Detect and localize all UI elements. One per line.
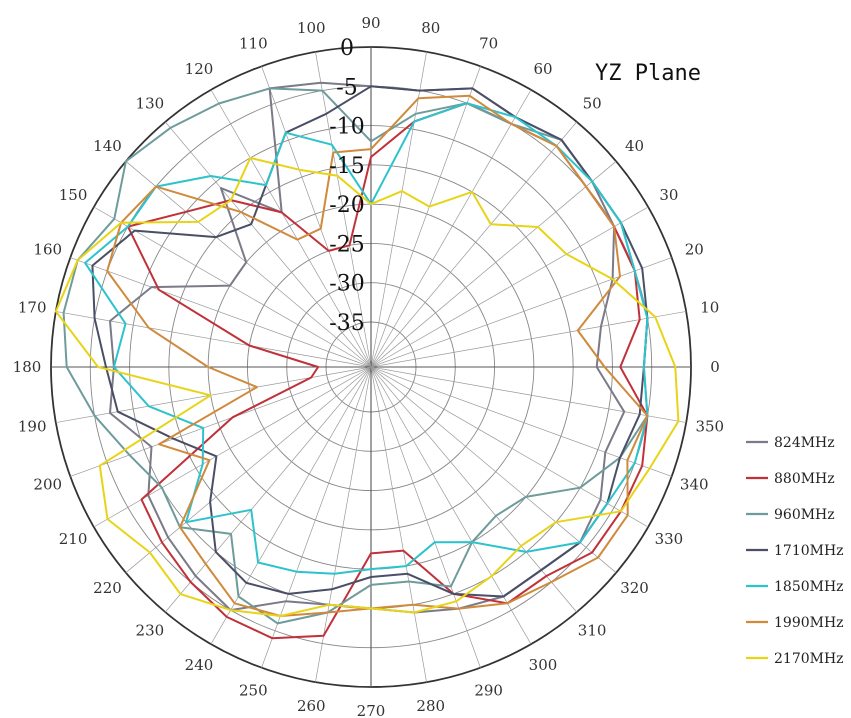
angle-tick-label: 320 bbox=[620, 579, 649, 597]
legend-label: 1710MHz bbox=[774, 543, 844, 559]
legend-label: 880MHz bbox=[774, 471, 835, 487]
grid-spoke bbox=[55, 311, 372, 368]
angle-tick-label: 180 bbox=[13, 358, 42, 376]
grid-spoke bbox=[261, 366, 372, 668]
legend: 824MHz 880MHz 960MHz 1710MHz 1850MHz 1990MHz 2… bbox=[746, 435, 844, 667]
angle-tick-label: 20 bbox=[685, 240, 704, 258]
angle-tick-label: 80 bbox=[421, 19, 440, 37]
angle-tick-label: 70 bbox=[479, 35, 498, 53]
angle-tick-label: 290 bbox=[474, 681, 503, 699]
angle-tick-label: 280 bbox=[416, 697, 445, 715]
angle-tick-label: 340 bbox=[680, 476, 709, 494]
series-line-2170mhz bbox=[54, 156, 680, 617]
grid-spoke bbox=[370, 366, 481, 668]
grid-spoke bbox=[370, 161, 617, 368]
angle-tick-label: 220 bbox=[93, 579, 122, 597]
radial-tick-label: -15 bbox=[329, 154, 364, 179]
legend-label: 1850MHz bbox=[774, 579, 844, 595]
grid-spoke bbox=[93, 206, 372, 368]
angle-tick-label: 300 bbox=[529, 656, 558, 674]
angle-tick-label: 120 bbox=[185, 60, 214, 78]
angle-tick-label: 160 bbox=[33, 240, 62, 258]
series-line-880mhz bbox=[126, 102, 649, 640]
angle-tick-label: 30 bbox=[659, 186, 678, 204]
radial-tick-label: -10 bbox=[329, 115, 364, 140]
radial-tick-label: -30 bbox=[329, 272, 364, 297]
angle-tick-label: 310 bbox=[578, 622, 607, 640]
angle-tick-label: 140 bbox=[93, 137, 122, 155]
grid-spoke bbox=[70, 257, 372, 368]
angle-tick-label: 40 bbox=[625, 137, 644, 155]
angle-tick-label: 330 bbox=[655, 530, 684, 548]
series-line-824mhz bbox=[109, 81, 626, 614]
legend-label: 824MHz bbox=[774, 435, 835, 451]
legend-label: 960MHz bbox=[774, 507, 835, 523]
grid-spoke bbox=[370, 51, 427, 368]
angle-tick-label: 60 bbox=[533, 60, 552, 78]
grid-spoke bbox=[370, 366, 617, 573]
angle-tick-label: 200 bbox=[33, 476, 62, 494]
angle-tick-label: 0 bbox=[710, 358, 720, 376]
grid-spoke bbox=[210, 366, 372, 645]
angle-tick-label: 350 bbox=[695, 418, 724, 436]
grid-spoke bbox=[370, 366, 687, 423]
angle-tick-label: 240 bbox=[185, 656, 214, 674]
angle-tick-label: 90 bbox=[361, 14, 380, 32]
grid-spoke bbox=[261, 66, 372, 368]
grid-spoke bbox=[370, 366, 577, 613]
radial-tick-label: -25 bbox=[329, 232, 364, 257]
angle-tick-label: 110 bbox=[239, 35, 268, 53]
grid-spoke bbox=[165, 121, 372, 368]
legend-label: 1990MHz bbox=[774, 615, 844, 631]
angle-tick-label: 50 bbox=[583, 94, 602, 112]
series-line-1990mhz bbox=[106, 94, 649, 617]
angle-tick-label: 10 bbox=[700, 298, 719, 316]
radial-tick-label: -35 bbox=[329, 311, 364, 336]
series-line-1850mhz bbox=[84, 102, 649, 575]
grid-spoke bbox=[370, 121, 577, 368]
angle-tick-label: 210 bbox=[59, 530, 88, 548]
grid-spoke bbox=[370, 366, 649, 528]
grid-spoke bbox=[370, 366, 672, 477]
grid-spoke bbox=[55, 366, 372, 423]
grid-spoke bbox=[210, 89, 372, 368]
grid-spoke bbox=[370, 366, 532, 645]
angle-tick-label: 100 bbox=[297, 19, 326, 37]
grid-spoke bbox=[93, 366, 372, 528]
grid-spoke bbox=[370, 89, 532, 368]
angle-tick-label: 190 bbox=[18, 418, 47, 436]
radial-tick-label: -20 bbox=[329, 193, 364, 218]
grid-spoke bbox=[315, 51, 372, 368]
grid-spoke bbox=[315, 366, 372, 683]
legend-label: 2170MHz bbox=[774, 651, 844, 667]
angle-tick-label: 150 bbox=[59, 186, 88, 204]
radial-tick-labels: 0 -5 -10 -15 -20 -25 -30 -35 bbox=[329, 36, 364, 336]
grid-spoke bbox=[125, 366, 372, 573]
grid-spoke bbox=[370, 66, 481, 368]
angle-tick-label: 270 bbox=[357, 702, 386, 718]
grid-spoke bbox=[165, 366, 372, 613]
grid-spoke bbox=[370, 257, 672, 368]
grid-spoke bbox=[370, 311, 687, 368]
grid-spoke bbox=[370, 206, 649, 368]
chart-title: YZ Plane bbox=[595, 61, 701, 86]
angle-tick-label: 250 bbox=[239, 681, 268, 699]
grid-spoke bbox=[125, 161, 372, 368]
series-layer bbox=[54, 81, 680, 640]
polar-grid bbox=[50, 46, 692, 688]
radial-tick-label: 0 bbox=[340, 36, 354, 61]
angle-tick-label: 170 bbox=[18, 298, 47, 316]
angle-tick-label: 130 bbox=[136, 94, 165, 112]
radial-tick-label: -5 bbox=[336, 75, 357, 100]
grid-spoke bbox=[370, 366, 427, 683]
grid-spoke bbox=[70, 366, 372, 477]
angle-tick-label: 230 bbox=[136, 622, 165, 640]
angle-tick-labels: 0 10 20 30 40 50 60 70 80 90 100 110 120 130 140 150 160… bbox=[13, 14, 724, 718]
angle-tick-label: 260 bbox=[297, 697, 326, 715]
